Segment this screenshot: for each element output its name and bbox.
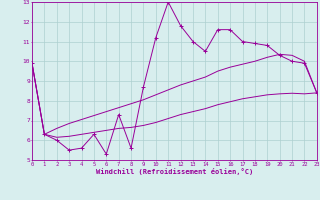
X-axis label: Windchill (Refroidissement éolien,°C): Windchill (Refroidissement éolien,°C) bbox=[96, 168, 253, 175]
